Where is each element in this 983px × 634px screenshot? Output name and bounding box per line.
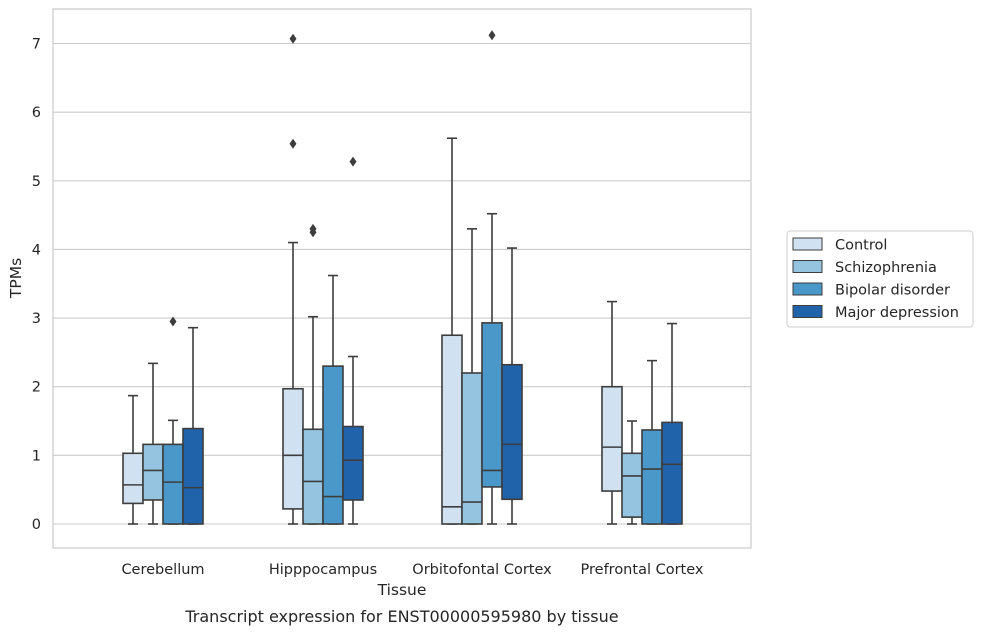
box <box>142 443 164 501</box>
outlier-point <box>488 30 496 41</box>
legend-swatch <box>792 237 823 251</box>
box-group <box>621 420 643 525</box>
box-group <box>481 30 503 525</box>
box-group <box>461 228 483 525</box>
x-tick-label: Prefrontal Cortex <box>581 562 704 578</box>
box <box>501 363 523 501</box>
y-tick-label: 7 <box>32 37 41 53</box>
y-axis-label: TPMs <box>7 258 25 299</box>
box <box>641 429 663 525</box>
box-group <box>641 359 663 525</box>
x-tick-labels: Cerebellum Hipppocampus Orbitofontal Corte… <box>121 562 703 578</box>
outlier-point <box>289 138 297 149</box>
box <box>621 452 643 518</box>
outlier-point <box>349 156 357 167</box>
y-tick-label: 5 <box>32 174 41 190</box>
outlier-point <box>309 223 317 234</box>
x-tick-label: Orbitofontal Cortex <box>412 562 552 578</box>
box <box>302 428 324 525</box>
legend-label: Control <box>835 238 887 254</box>
box-group <box>601 300 623 525</box>
y-tick-label: 2 <box>32 380 41 396</box>
outlier-point <box>169 316 177 327</box>
legend-label: Schizophrenia <box>835 260 937 276</box>
box <box>342 425 364 501</box>
box-group <box>302 223 324 525</box>
chart-caption: Transcript expression for ENST0000059598… <box>184 607 618 626</box>
y-tick-label: 3 <box>32 311 41 327</box>
box-group <box>142 362 164 525</box>
x-axis-label: Tissue <box>377 581 427 599</box>
x-tick-label: Hipppocampus <box>269 562 377 578</box>
box-group <box>342 156 364 525</box>
y-tick-label: 0 <box>32 517 41 533</box>
x-tick-label: Cerebellum <box>121 562 204 578</box>
box-group <box>501 247 523 525</box>
box-group <box>322 274 344 525</box>
box-group <box>441 137 463 525</box>
y-tick-label: 4 <box>32 242 41 258</box>
legend-label: Major depression <box>835 305 959 321</box>
box-group <box>182 326 204 525</box>
legend-swatch <box>792 260 823 273</box>
y-tick-label: 1 <box>32 448 41 464</box>
box <box>601 385 623 492</box>
legend: Control Schizophrenia Bipolar disorder Majo… <box>786 230 974 328</box>
box-group <box>162 316 184 525</box>
legend-swatch <box>792 282 823 296</box>
box <box>182 427 204 525</box>
y-tick-label: 6 <box>32 105 41 121</box>
box-groups <box>122 30 683 525</box>
plot-frame <box>52 8 752 549</box>
box <box>661 421 683 525</box>
box <box>282 387 304 510</box>
box <box>441 334 463 525</box>
box-group <box>661 322 683 525</box>
legend-swatch <box>792 305 823 318</box>
box <box>481 322 503 488</box>
outlier-point <box>289 33 297 44</box>
box-group <box>122 394 144 525</box>
legend-frame <box>786 230 974 328</box>
y-tick-labels: 0 1 2 3 4 5 6 7 <box>32 37 41 534</box>
box <box>122 452 144 505</box>
legend-label: Bipolar disorder <box>835 283 950 299</box>
box <box>322 365 344 525</box>
box <box>162 443 184 525</box>
box-group <box>282 33 304 525</box>
